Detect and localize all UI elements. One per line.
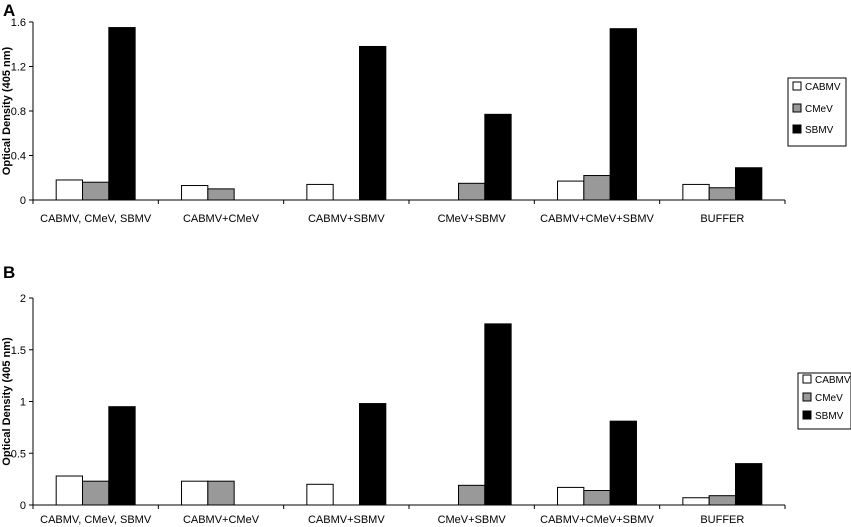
bar-cmev — [82, 480, 110, 506]
category-label: CABMV, CMeV, SBMV — [40, 514, 152, 526]
category-label: BUFFER — [700, 514, 744, 526]
y-tick-label: 0.8 — [11, 106, 26, 118]
legend-label: CMeV — [815, 393, 843, 404]
category-label: CABMV+CMeV — [183, 213, 260, 225]
y-tick-label: 1 — [20, 397, 26, 409]
bar-cmev — [82, 181, 110, 201]
bar-cmev — [207, 188, 235, 201]
panel-letter: A — [3, 1, 15, 20]
legend-swatch-cabmv — [802, 374, 812, 384]
y-tick-label: 0.5 — [11, 448, 26, 460]
legend-label: CABMV — [805, 82, 841, 93]
category-label: BUFFER — [700, 213, 744, 225]
bar-sbmv — [609, 28, 637, 201]
bar-cmev — [583, 175, 611, 201]
bar-cabmv — [557, 486, 585, 506]
bar-cabmv — [682, 497, 710, 506]
bar-sbmv — [734, 463, 763, 506]
y-tick-label: 2 — [20, 293, 26, 305]
category-label: CABMV+CMeV+SBMV — [540, 514, 654, 526]
legend: CABMV CMeV SBMV — [787, 77, 847, 147]
bar-sbmv — [358, 45, 387, 201]
y-tick-label: 0 — [20, 195, 26, 207]
bar-cmev — [708, 495, 736, 506]
bar-cabmv — [181, 185, 209, 201]
bar-cmev — [583, 490, 611, 506]
bar-cabmv — [682, 183, 710, 201]
category-label: CABMV+CMeV — [183, 514, 260, 526]
legend-swatch-sbmv — [802, 410, 812, 420]
y-axis-label: Optical Density (405 nm) — [1, 46, 13, 175]
bar-sbmv — [609, 420, 637, 506]
bar-sbmv — [734, 167, 763, 201]
bar-cabmv — [306, 183, 334, 201]
bar-cmev — [458, 484, 486, 506]
y-axis-label: Optical Density (405 nm) — [1, 337, 13, 466]
bar-cabmv — [181, 480, 209, 506]
legend-swatch-sbmv — [792, 124, 802, 134]
legend-label: SBMV — [805, 125, 834, 136]
bar-sbmv — [484, 113, 512, 201]
category-label: CABMV+SBMV — [308, 213, 385, 225]
category-label: CABMV, CMeV, SBMV — [40, 213, 152, 225]
legend: CABMV CMeV SBMV — [797, 372, 851, 430]
y-tick-label: 0.4 — [11, 151, 26, 163]
y-tick-label: 1.5 — [11, 345, 26, 357]
category-label: CMeV+SBMV — [438, 213, 507, 225]
bar-cabmv — [55, 179, 84, 201]
legend-label: CABMV — [815, 375, 851, 386]
bar-cabmv — [557, 180, 585, 201]
legend-label: SBMV — [815, 411, 844, 422]
legend-swatch-cabmv — [792, 81, 802, 91]
panel-letter: B — [3, 263, 15, 282]
legend-swatch-cmev — [802, 392, 812, 402]
category-label: CABMV+CMeV+SBMV — [540, 213, 654, 225]
chart-panel-b: B Optical Density (405 nm) 0 0.5 1 1.5 2 CABMV,… — [1, 263, 851, 526]
chart-panel-a: A Optical Density (405 nm) 0 0.4 0.8 1.2 1.6 CA… — [1, 1, 847, 225]
legend-label: CMeV — [805, 104, 833, 115]
bar-cmev — [708, 187, 736, 201]
bar-cmev — [207, 480, 235, 506]
bar-sbmv — [484, 323, 512, 506]
bar-cabmv — [55, 475, 84, 506]
y-tick-label: 0 — [20, 500, 26, 512]
bar-cabmv — [306, 483, 334, 506]
bar-sbmv — [108, 27, 136, 201]
category-label: CMeV+SBMV — [438, 514, 507, 526]
y-tick-label: 1.2 — [11, 62, 26, 74]
bar-sbmv — [108, 406, 136, 506]
bar-cmev — [458, 182, 486, 201]
bar-sbmv — [358, 403, 387, 506]
y-tick-label: 1.6 — [11, 17, 26, 29]
category-label: CABMV+SBMV — [308, 514, 385, 526]
legend-swatch-cmev — [792, 103, 802, 113]
